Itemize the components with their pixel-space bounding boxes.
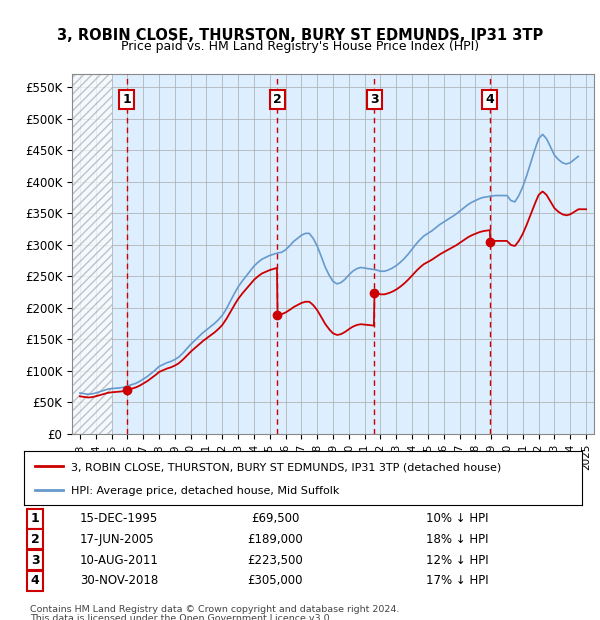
- Text: This data is licensed under the Open Government Licence v3.0.: This data is licensed under the Open Gov…: [30, 614, 332, 620]
- Text: 1: 1: [122, 93, 131, 106]
- Text: Price paid vs. HM Land Registry's House Price Index (HPI): Price paid vs. HM Land Registry's House …: [121, 40, 479, 53]
- Text: £305,000: £305,000: [247, 574, 303, 587]
- Text: 17-JUN-2005: 17-JUN-2005: [80, 533, 154, 546]
- Text: 18% ↓ HPI: 18% ↓ HPI: [426, 533, 488, 546]
- Text: 3: 3: [31, 554, 40, 567]
- Text: 3, ROBIN CLOSE, THURSTON, BURY ST EDMUNDS, IP31 3TP (detached house): 3, ROBIN CLOSE, THURSTON, BURY ST EDMUND…: [71, 462, 502, 472]
- Text: £223,500: £223,500: [247, 554, 303, 567]
- Text: 4: 4: [485, 93, 494, 106]
- Text: 2: 2: [31, 533, 40, 546]
- Text: 2: 2: [272, 93, 281, 106]
- Text: 12% ↓ HPI: 12% ↓ HPI: [426, 554, 488, 567]
- Text: 1: 1: [31, 512, 40, 525]
- Text: HPI: Average price, detached house, Mid Suffolk: HPI: Average price, detached house, Mid …: [71, 486, 340, 496]
- Text: 4: 4: [31, 574, 40, 587]
- Text: 3: 3: [370, 93, 379, 106]
- Text: Contains HM Land Registry data © Crown copyright and database right 2024.: Contains HM Land Registry data © Crown c…: [30, 604, 400, 614]
- Text: 15-DEC-1995: 15-DEC-1995: [80, 512, 158, 525]
- Text: £69,500: £69,500: [251, 512, 299, 525]
- Text: 3, ROBIN CLOSE, THURSTON, BURY ST EDMUNDS, IP31 3TP: 3, ROBIN CLOSE, THURSTON, BURY ST EDMUND…: [57, 28, 543, 43]
- Text: 30-NOV-2018: 30-NOV-2018: [80, 574, 158, 587]
- Text: £189,000: £189,000: [247, 533, 303, 546]
- Text: 10% ↓ HPI: 10% ↓ HPI: [426, 512, 488, 525]
- Text: 10-AUG-2011: 10-AUG-2011: [80, 554, 158, 567]
- Text: 17% ↓ HPI: 17% ↓ HPI: [426, 574, 488, 587]
